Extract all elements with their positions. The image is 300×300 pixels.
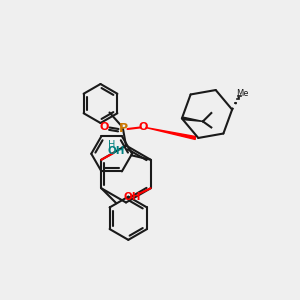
Text: OH: OH	[108, 146, 125, 156]
Polygon shape	[146, 128, 195, 140]
Text: Me: Me	[236, 89, 248, 98]
Text: O: O	[99, 122, 109, 132]
Text: O: O	[139, 122, 148, 132]
Text: H: H	[107, 140, 115, 150]
Text: OH: OH	[124, 192, 141, 202]
Polygon shape	[183, 117, 203, 122]
Text: P: P	[119, 122, 128, 135]
